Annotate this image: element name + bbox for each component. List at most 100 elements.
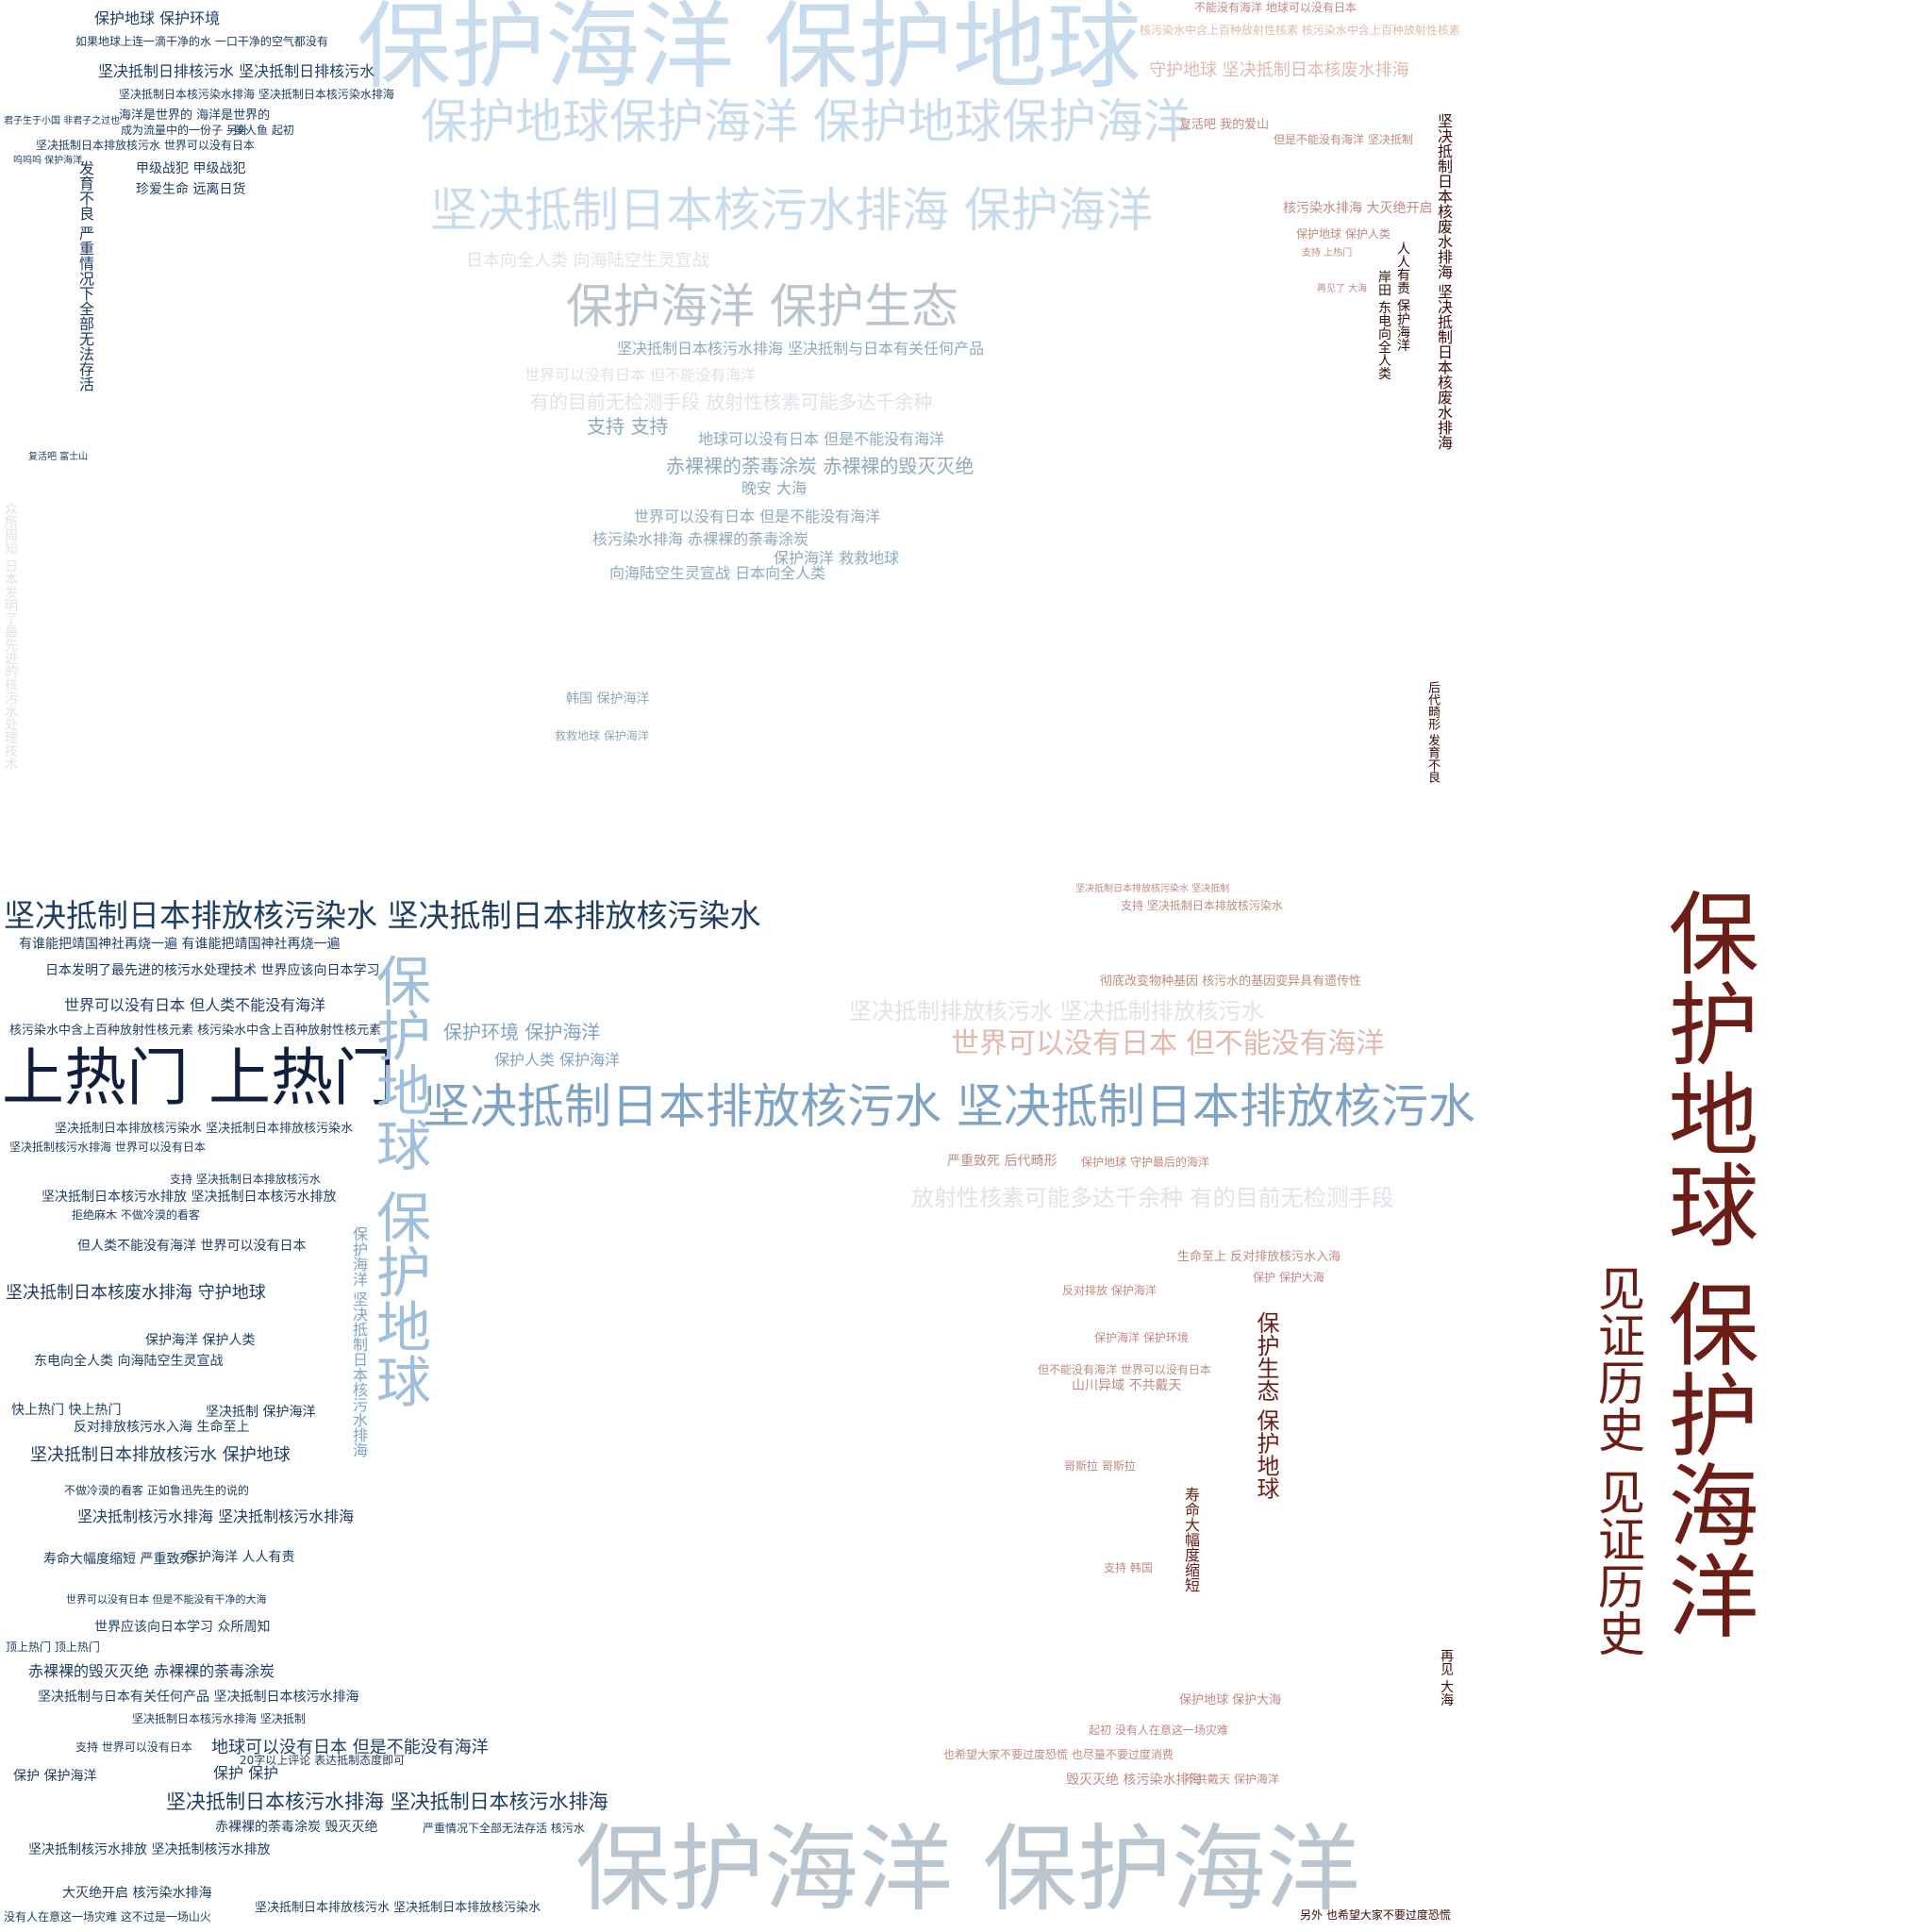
cloud-word: 坚决抵制日本核污水排海 坚决抵制与日本有关任何产品	[617, 340, 985, 358]
cloud-word: 保护海洋 保护海洋	[575, 1814, 1360, 1924]
cloud-word: 坚决抵制日本排放核污水 坚决抵制日本排放核污水	[423, 1079, 1475, 1134]
cloud-word: 坚决抵制日本排放核污水 世界可以没有日本	[36, 139, 255, 152]
cloud-word: 世界可以没有日本 但不能没有海洋	[525, 366, 757, 384]
cloud-word: 保护地球 保护地球	[367, 953, 431, 1408]
cloud-word: 守护地球 坚决抵制日本核废水排海	[1149, 60, 1409, 80]
cloud-word: 珍爱生命 远离日货	[136, 182, 246, 197]
cloud-word: 坚决抵制日本排放核污染水 坚决抵制日本排放核污染水	[4, 897, 761, 934]
cloud-word: 再见 大海	[1439, 1649, 1454, 1707]
cloud-word: 保护 保护大海	[1253, 1271, 1324, 1284]
cloud-word: 山川异域 不共戴天	[1072, 1378, 1182, 1393]
cloud-word: 上热门 上热门	[2, 1041, 395, 1114]
cloud-word: 保护地球 保护大海	[1179, 1693, 1282, 1707]
cloud-word: 20字以上评论 表达抵制态度即可	[240, 1754, 406, 1767]
cloud-word: 坚决抵制排放核污水 坚决抵制排放核污水	[849, 998, 1264, 1024]
cloud-word: 赤裸裸的荼毒涂炭 毁灭灭绝	[215, 1820, 378, 1835]
cloud-word: 坚决抵制与日本有关任何产品 坚决抵制日本核污水排海	[38, 1690, 359, 1705]
cloud-word: 保护地球 保护海洋	[1653, 887, 1758, 1641]
cloud-word: 保护 保护	[213, 1764, 279, 1782]
cloud-word: 保护海洋 保护生态	[566, 279, 958, 334]
cloud-word: 保护地球 保护环境	[94, 9, 221, 27]
cloud-word: 坚决抵制日本排放核污水 坚决抵制日本排放核污染水	[255, 1901, 541, 1915]
cloud-word: 毁灭灭绝 核污染水排海	[1066, 1773, 1203, 1788]
cloud-word: 也希望大家不要过度恐慌 也尽量不要过度消费	[943, 1748, 1174, 1761]
cloud-word: 世界可以没有日本 但是不能没有干净的大海	[66, 1593, 267, 1606]
cloud-word: 见证历史 见证历史	[1591, 1264, 1645, 1657]
cloud-word: 保护海洋 保护环境	[1094, 1331, 1189, 1344]
cloud-word: 反对排放 保护海洋	[1062, 1284, 1157, 1297]
cloud-word: 寿命大幅度缩短 严重致死	[43, 1552, 193, 1567]
cloud-word: 保护 保护海洋	[13, 1769, 97, 1784]
cloud-word: 众所周知 日本发明了最先进的核污水处理技术	[3, 502, 18, 771]
cloud-word: 有的目前无检测手段 放射性核素可能多达千余种	[530, 391, 933, 413]
cloud-word: 后代畸形 发育不良	[1425, 681, 1440, 784]
cloud-word: 坚决抵制核污水排放 坚决抵制核污水排放	[28, 1842, 271, 1857]
cloud-word: 韩国 保护海洋	[566, 691, 650, 707]
cloud-word: 保护海洋 保护地球	[357, 0, 1141, 102]
cloud-word: 保护地球 守护最后的海洋	[1081, 1156, 1209, 1169]
cloud-word: 有谁能把靖国神社再烧一遍 有谁能把靖国神社再烧一遍	[19, 937, 341, 952]
cloud-word: 顶上热门 顶上热门	[6, 1641, 100, 1654]
cloud-word: 坚决抵制日排核污水 坚决抵制日排核污水	[98, 62, 375, 80]
cloud-word: 保护海洋 救救地球	[774, 549, 900, 567]
cloud-word: 坚决抵制核污水排海 世界可以没有日本	[9, 1141, 206, 1154]
cloud-word: 坚决抵制日本核污水排海 坚决抵制	[132, 1712, 306, 1725]
cloud-word: 支持 上热门	[1302, 248, 1353, 258]
cloud-word: 严重情况下全部无法存活 核污水	[423, 1822, 585, 1835]
cloud-word: 坚决抵制日本核废水排海 守护地球	[6, 1283, 266, 1303]
cloud-word: 支持 坚决抵制日本排放核污水	[170, 1173, 321, 1186]
cloud-word: 岸田 东电向全人类	[1376, 270, 1391, 380]
cloud-word: 再见了 大海	[1317, 284, 1368, 294]
cloud-word: 世界可以没有日本 但不能没有海洋	[951, 1027, 1385, 1060]
cloud-word: 坚决抵制 保护海洋	[206, 1405, 316, 1420]
cloud-word: 寿命大幅度缩短	[1182, 1487, 1200, 1592]
cloud-word: 坚决抵制日本排放核污染水 坚决抵制日本排放核污染水	[55, 1122, 354, 1136]
cloud-word: 快上热门 快上热门	[11, 1403, 122, 1418]
cloud-word: 海洋是世界的 海洋是世界的	[119, 108, 271, 123]
cloud-word: 但人类不能没有海洋 世界可以没有日本	[77, 1239, 307, 1254]
cloud-word: 核污染水中含上百种放射性核素 核污染水中含上百种放射性核素	[1140, 24, 1460, 37]
cloud-word: 甲级战犯 甲级战犯	[136, 161, 246, 176]
cloud-word: 拒绝麻木 不做冷漠的看客	[72, 1208, 200, 1222]
cloud-word: 坚决抵制日本排放核污染水 坚决抵制	[1075, 884, 1230, 894]
cloud-word: 保护生态 保护地球	[1253, 1311, 1279, 1500]
cloud-word: 核污染水排海 大灭绝开启	[1283, 201, 1433, 216]
cloud-word: 另外 也希望大家不要过度恐慌	[1300, 1908, 1451, 1922]
cloud-word: 核污染水排海 赤裸裸的荼毒涂炭	[592, 530, 809, 548]
cloud-word: 成为流量中的一份子 另外	[121, 124, 249, 137]
cloud-word: 核污染水中含上百种放射性核元素 核污染水中含上百种放射性核元素	[9, 1024, 382, 1038]
cloud-word: 君子生于小国 非君子之过也	[4, 116, 121, 126]
cloud-word: 坚决抵制日本排放核污水 保护地球	[30, 1445, 291, 1465]
cloud-word: 复活吧 我的爱山	[1179, 118, 1270, 132]
cloud-word: 地球可以没有日本 但是不能没有海洋	[698, 430, 945, 448]
cloud-word: 但不能没有海洋 世界可以没有日本	[1038, 1363, 1211, 1376]
cloud-word: 生命至上 反对排放核污水入海	[1177, 1250, 1341, 1264]
cloud-word: 坚决抵制日本核污水排放 坚决抵制日本核污水排放	[42, 1190, 337, 1205]
cloud-word: 赤裸裸的荼毒涂炭 赤裸裸的毁灭灭绝	[666, 455, 974, 477]
cloud-word: 如果地球上连一滴干净的水 一口干净的空气都没有	[75, 35, 328, 48]
cloud-word: 起初 没有人在意这一场灾难	[1089, 1724, 1228, 1737]
cloud-word: 保护海洋 坚决抵制日本核污水排海	[350, 1226, 368, 1458]
cloud-word: 哥斯拉 哥斯拉	[1064, 1459, 1136, 1473]
cloud-word: 支持 韩国	[1104, 1561, 1153, 1574]
cloud-word: 保护环境 保护海洋	[443, 1021, 601, 1043]
cloud-word: 彻底改变物种基因 核污水的基因变异具有遗传性	[1100, 974, 1362, 989]
cloud-word: 大灭绝开启 核污染水排海	[62, 1886, 212, 1901]
cloud-word: 不共戴天 保护海洋	[1185, 1773, 1279, 1786]
cloud-word: 支持 世界可以没有日本	[75, 1740, 192, 1754]
cloud-word: 但是不能没有海洋 坚决抵制	[1274, 133, 1413, 146]
cloud-word: 不能没有海洋 地球可以没有日本	[1194, 1, 1357, 14]
cloud-word: 东电向全人类 向海陆空生灵宣战	[34, 1354, 224, 1369]
cloud-word: 保护地球 保护人类	[1296, 227, 1391, 241]
cloud-word: 坚决抵制日本核废水排海 坚决抵制日本核废水排海	[1435, 113, 1453, 451]
cloud-word: 美人鱼 起初	[234, 124, 294, 137]
cloud-word: 发育不良 严重情况下全部无法存活	[76, 160, 94, 392]
cloud-word: 地球可以没有日本 但是不能没有海洋	[211, 1738, 489, 1757]
cloud-word: 没有人在意这一场灾难 这不过是一场山火	[4, 1910, 211, 1924]
cloud-word: 保护地球保护海洋 保护地球保护海洋	[421, 94, 1191, 149]
cloud-word: 向海陆空生灵宣战 日本向全人类	[609, 564, 826, 582]
cloud-word: 反对排放核污水入海 生命至上	[74, 1420, 250, 1435]
cloud-word: 日本发明了最先进的核污水处理技术 世界应该向日本学习	[45, 963, 380, 978]
cloud-word: 世界可以没有日本 但是不能没有海洋	[634, 508, 881, 525]
